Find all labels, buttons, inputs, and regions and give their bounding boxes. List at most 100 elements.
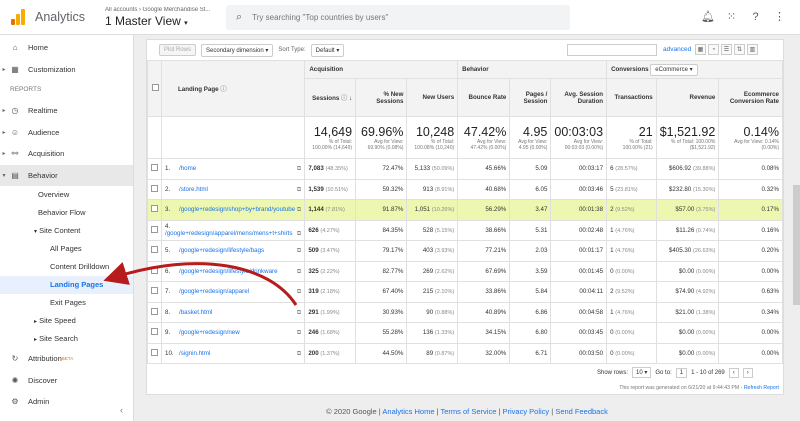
landing-page-link[interactable]: 1./home ⧉	[160, 158, 306, 180]
home-icon: ⌂	[12, 43, 18, 53]
row-checkbox[interactable]	[151, 348, 158, 356]
row-checkbox[interactable]	[151, 246, 158, 254]
table-row: 7./google+redesign/apparel ⧉ 319 (2.18%) 6…	[147, 281, 783, 303]
open-link-icon[interactable]: ⧉	[296, 329, 302, 337]
row-checkbox[interactable]	[151, 328, 158, 336]
sidebar-item-site-content[interactable]: ▾ Site Content	[34, 226, 81, 235]
sidebar-item-acquisition[interactable]: ▸ ⚯ Acquisition	[0, 143, 133, 165]
landing-page-link[interactable]: 3./google+redesign/shop+by+brand/youtube…	[160, 199, 306, 221]
sidebar-item-overview[interactable]: Overview	[38, 190, 70, 199]
transactions-header[interactable]: Transactions	[606, 78, 657, 117]
sessions-header[interactable]: Sessions ⓘ ↓	[304, 78, 357, 117]
analytics-logo-icon[interactable]	[11, 9, 27, 25]
total-cell: 14,649% of Total: 100.00% (14,649)	[304, 116, 357, 159]
landing-page-link[interactable]: 2./store.html ⧉	[160, 178, 306, 200]
avg-duration-header[interactable]: Avg. Session Duration	[550, 78, 608, 117]
goal-selector-dropdown[interactable]: eCommerce ▾	[650, 64, 698, 76]
sort-type-dropdown[interactable]: Default ▾	[310, 43, 345, 57]
top-header: Analytics All accounts › Google Merchand…	[0, 0, 800, 35]
expand-arrow-icon: ▸	[2, 129, 6, 136]
landing-page-link[interactable]: 4./google+redesign/apparel/mens/mens+t+s…	[160, 219, 306, 241]
goto-page-input[interactable]: 1	[675, 367, 688, 378]
sidebar-item-content-drilldown[interactable]: Content Drilldown	[50, 262, 110, 271]
bounce-rate-header[interactable]: Bounce Rate	[457, 78, 511, 117]
select-all-checkbox[interactable]	[152, 84, 159, 91]
open-link-icon[interactable]: ⧉	[296, 267, 302, 275]
row-checkbox[interactable]	[151, 266, 158, 274]
row-checkbox[interactable]	[151, 205, 158, 213]
bounce-rate-cell: 45.66%	[457, 158, 511, 180]
prev-page-button[interactable]: ‹	[728, 367, 739, 378]
sidebar-item-landing-pages[interactable]: Landing Pages	[0, 276, 133, 294]
privacy-link[interactable]: Privacy Policy	[502, 407, 550, 416]
open-link-icon[interactable]: ⧉	[296, 288, 302, 296]
open-link-icon[interactable]: ⧉	[296, 230, 302, 238]
help-icon[interactable]: ?	[752, 10, 759, 23]
performance-view-icon[interactable]: ☰	[721, 44, 732, 55]
landing-page-link[interactable]: 8./basket.html ⧉	[160, 301, 306, 323]
pages-session-header[interactable]: Pages / Session	[509, 78, 552, 117]
open-link-icon[interactable]: ⧉	[296, 185, 302, 193]
sidebar-item-customization[interactable]: ▸ ▦ Customization	[0, 59, 133, 81]
landing-page-link[interactable]: 10./signin.html ⧉	[160, 342, 306, 364]
more-icon[interactable]: ⋮	[774, 11, 785, 23]
refresh-report-link[interactable]: Refresh Report	[743, 385, 779, 391]
total-cell: $1,521.92% of Total: 100.00% ($1,521.92)	[655, 116, 720, 159]
sidebar-item-behavior-flow[interactable]: Behavior Flow	[38, 208, 86, 217]
landing-page-link[interactable]: 7./google+redesign/apparel ⧉	[160, 281, 306, 303]
sidebar-item-all-pages[interactable]: All Pages	[50, 244, 82, 253]
open-link-icon[interactable]: ⧉	[296, 308, 302, 316]
sidebar-item-behavior[interactable]: ▾ ▤ Behavior	[0, 164, 133, 186]
landing-page-link[interactable]: 6./google+redesign/lifestyle/drinkware ⧉	[160, 260, 306, 282]
open-link-icon[interactable]: ⧉	[296, 349, 302, 357]
scrollbar[interactable]	[793, 185, 800, 305]
table-search-input[interactable]	[567, 44, 657, 56]
bell-icon[interactable]: 🔔︎	[701, 11, 715, 23]
comparison-view-icon[interactable]: ⇅	[734, 44, 745, 55]
search-bar[interactable]: ⌕ Try searching "Top countries by users"	[226, 5, 570, 30]
row-checkbox[interactable]	[151, 287, 158, 295]
advanced-filter-link[interactable]: advanced	[663, 46, 692, 53]
pivot-view-icon[interactable]: ▥	[747, 44, 758, 55]
row-checkbox[interactable]	[151, 307, 158, 315]
sidebar-item-attribution[interactable]: ↻ Attribution BETA	[0, 348, 133, 370]
secondary-dimension-dropdown[interactable]: Secondary dimension ▾	[201, 43, 274, 57]
feedback-link[interactable]: Send Feedback	[555, 407, 608, 416]
table-row: 10./signin.html ⧉ 200 (1.37%) 44.50% 89 (0.…	[147, 342, 783, 364]
open-link-icon[interactable]: ⧉	[296, 247, 302, 255]
new-users-header[interactable]: New Users	[406, 78, 459, 117]
sidebar-item-audience[interactable]: ▸ ☺ Audience	[0, 122, 133, 144]
sidebar-item-site-search[interactable]: ▸ Site Search	[34, 334, 78, 343]
data-view-icon[interactable]: ▦	[695, 44, 706, 55]
plot-rows-button[interactable]: Plot Rows	[159, 44, 197, 56]
open-link-icon[interactable]: ⧉	[296, 206, 302, 214]
total-cell: 00:03:03 Avg for View: 00:03:03 (0.00%)	[550, 116, 608, 159]
account-selector[interactable]: All accounts › Google Merchandise St... …	[105, 7, 225, 28]
revenue-cell: $606.92 (39.88%)	[655, 158, 720, 180]
apps-icon[interactable]: ⁙	[726, 11, 737, 23]
rows-per-page-select[interactable]: 10 ▾	[632, 367, 652, 378]
row-checkbox[interactable]	[151, 225, 158, 233]
terms-link[interactable]: Terms of Service	[440, 407, 497, 416]
landing-page-link[interactable]: 9./google+redesign/new ⧉	[160, 322, 306, 344]
sidebar-item-exit-pages[interactable]: Exit Pages	[50, 298, 86, 307]
conv-rate-header[interactable]: Ecommerce Conversion Rate	[718, 78, 783, 117]
sidebar-item-home[interactable]: ⌂ Home	[0, 37, 133, 59]
percentage-view-icon[interactable]: ◔	[708, 44, 719, 55]
collapse-sidebar-icon[interactable]: ‹	[120, 405, 123, 415]
sidebar-item-discover[interactable]: ✺ Discover	[0, 370, 133, 392]
next-page-button[interactable]: ›	[742, 367, 753, 378]
total-cell: 69.96% Avg for View: 69.90% (0.08%)	[355, 116, 408, 159]
new-sessions-header[interactable]: % New Sessions	[355, 78, 408, 117]
row-checkbox[interactable]	[151, 164, 158, 172]
row-checkbox[interactable]	[151, 184, 158, 192]
sidebar-item-realtime[interactable]: ▸ ◷ Realtime	[0, 100, 133, 122]
sidebar-item-site-speed[interactable]: ▸ Site Speed	[34, 316, 76, 325]
landing-page-header[interactable]: Landing Page ⓘ	[160, 60, 306, 117]
landing-page-link[interactable]: 5./google+redesign/lifestyle/bags ⧉	[160, 240, 306, 262]
footer: © 2020 Google | Analytics Home | Terms o…	[326, 407, 608, 416]
analytics-home-link[interactable]: Analytics Home	[382, 407, 435, 416]
revenue-header[interactable]: Revenue	[655, 78, 720, 117]
open-link-icon[interactable]: ⧉	[296, 165, 302, 173]
sidebar-item-admin[interactable]: ⚙ Admin	[0, 391, 133, 413]
